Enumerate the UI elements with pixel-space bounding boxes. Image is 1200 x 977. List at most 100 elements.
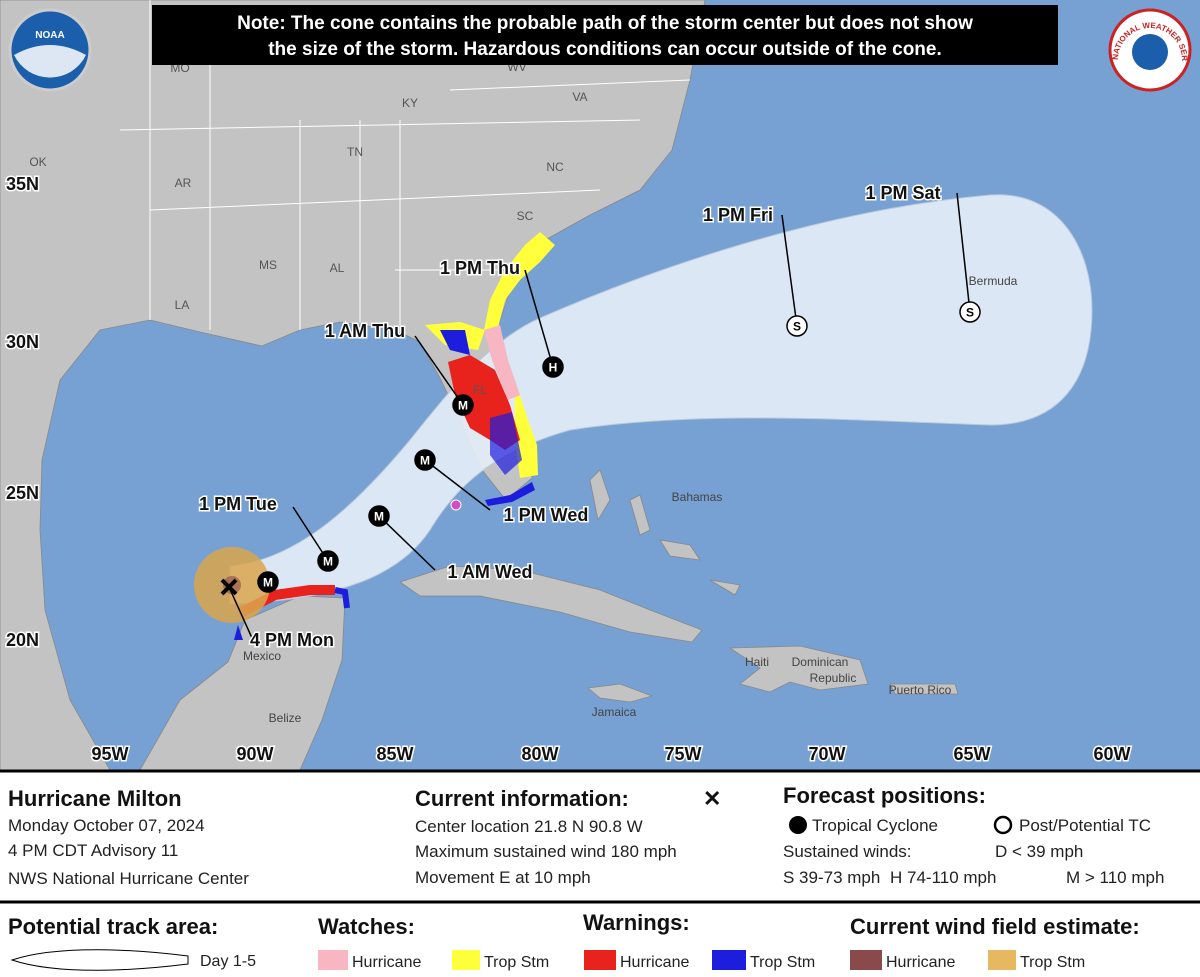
forecast-item: S 39-73 mph	[783, 868, 880, 887]
leader-line	[378, 515, 436, 571]
trop-storm-warning	[234, 625, 243, 640]
swatch	[712, 950, 746, 970]
forecast-time: 1 PM Sat	[865, 183, 940, 203]
storm-agency: NWS National Hurricane Center	[8, 869, 249, 888]
keys-marker	[450, 499, 462, 511]
track-swatch	[10, 949, 189, 971]
legend-item: Day 1-5	[200, 953, 256, 970]
leader-line	[414, 335, 464, 406]
noaa-logo-wave	[14, 45, 86, 78]
forecast-item: M > 110 mph	[1066, 868, 1164, 887]
place-label: Bahamas	[672, 490, 723, 504]
longitude-label: 85W	[376, 744, 413, 764]
forecast-item: Post/Potential TC	[1019, 816, 1151, 835]
post-symbol	[993, 815, 1013, 835]
puerto-rico	[889, 683, 959, 695]
forecast-item: H 74-110 mph	[890, 868, 996, 887]
longitude-label: 60W	[1093, 744, 1130, 764]
forecast-code: H	[549, 361, 558, 375]
forecast-point	[414, 449, 436, 471]
forecast-item: D < 39 mph	[995, 842, 1083, 861]
legend-item: Hurricane	[886, 954, 955, 971]
state-label: AR	[175, 176, 192, 190]
north-america	[0, 0, 706, 771]
state-label: FL	[473, 383, 487, 397]
latitude-label: 25N	[6, 483, 39, 503]
wind-title: Current wind field estimate:	[850, 914, 1140, 939]
current-time: 4 PM Mon	[250, 630, 334, 650]
trop-storm-watch	[484, 232, 555, 330]
jamaica	[587, 683, 654, 703]
bahamas	[589, 469, 741, 596]
forecast-time: 1 AM Wed	[447, 562, 532, 582]
land	[0, 0, 959, 771]
forecast-point	[368, 505, 390, 527]
longitude-label: 65W	[953, 744, 990, 764]
state-borders	[119, 0, 691, 330]
forecast-point	[542, 356, 564, 378]
state-label: AL	[330, 261, 345, 275]
yucatan	[139, 595, 346, 771]
longitude-label: 75W	[664, 744, 701, 764]
current-info: Movement E at 10 mph	[415, 868, 591, 887]
forecast-point	[959, 301, 981, 323]
legend-item: Hurricane	[352, 954, 421, 971]
swatch	[318, 950, 348, 970]
nws-logo-center	[1132, 34, 1168, 70]
legend-item: Hurricane	[620, 954, 689, 971]
current-info: Maximum sustained wind 180 mph	[415, 842, 677, 861]
place-label: Mexico	[243, 649, 281, 663]
storm-date: Monday October 07, 2024	[8, 816, 205, 835]
note-box	[152, 5, 1058, 65]
forecast-code: M	[374, 510, 384, 524]
hispaniola	[728, 645, 869, 693]
storm-advisory: 4 PM CDT Advisory 11	[8, 841, 178, 860]
storm-name: Hurricane Milton	[8, 786, 182, 811]
swatch	[988, 950, 1016, 970]
leader-line	[781, 214, 798, 327]
state-label: NC	[546, 160, 564, 174]
forecast-code: M	[263, 576, 273, 590]
leader-line	[228, 586, 253, 639]
forecast-point	[452, 394, 474, 416]
legend-item: Trop Stm	[750, 954, 815, 971]
warnings-title: Warnings:	[583, 910, 690, 935]
forecast-code: M	[420, 454, 430, 468]
legend-item: Trop Stm	[1020, 954, 1085, 971]
forecast-code: M	[458, 399, 468, 413]
trop-storm-watch	[515, 380, 538, 478]
current-info: Center location 21.8 N 90.8 W	[415, 817, 643, 836]
place-label: Dominican	[792, 655, 849, 669]
track-title: Potential track area:	[8, 914, 218, 939]
state-label: SC	[517, 209, 534, 223]
latitude-label: 30N	[6, 332, 39, 352]
forecast-time: 1 AM Thu	[325, 321, 405, 341]
forecast-code: S	[966, 306, 974, 320]
place-label: Republic	[810, 671, 857, 685]
current-position	[220, 578, 238, 596]
noaa-logo-text: NOAA	[35, 30, 64, 41]
forecast-item: Tropical Cyclone	[812, 816, 938, 835]
state-label: KY	[402, 96, 418, 110]
latitude-label: 35N	[6, 174, 39, 194]
forecast-item: Sustained winds:	[783, 842, 912, 861]
swatch	[584, 950, 616, 970]
place-label: Belize	[269, 711, 302, 725]
forecast-code: M	[323, 555, 333, 569]
current-symbol: ✕	[703, 786, 721, 811]
forecast-time: 1 PM Fri	[703, 205, 773, 225]
place-label: Puerto Rico	[889, 683, 952, 697]
longitude-label: 80W	[521, 744, 558, 764]
forecast-code: S	[793, 320, 801, 334]
trop-storm-warning	[490, 412, 522, 475]
trop-storm-warning	[440, 330, 470, 355]
place-label: Bermuda	[969, 274, 1018, 288]
latitude-label: 20N	[6, 630, 39, 650]
note-line: the size of the storm. Hazardous conditi…	[268, 39, 942, 60]
longitude-label: 90W	[236, 744, 273, 764]
trop-storm-warning	[334, 587, 350, 609]
state-label: LA	[175, 298, 190, 312]
